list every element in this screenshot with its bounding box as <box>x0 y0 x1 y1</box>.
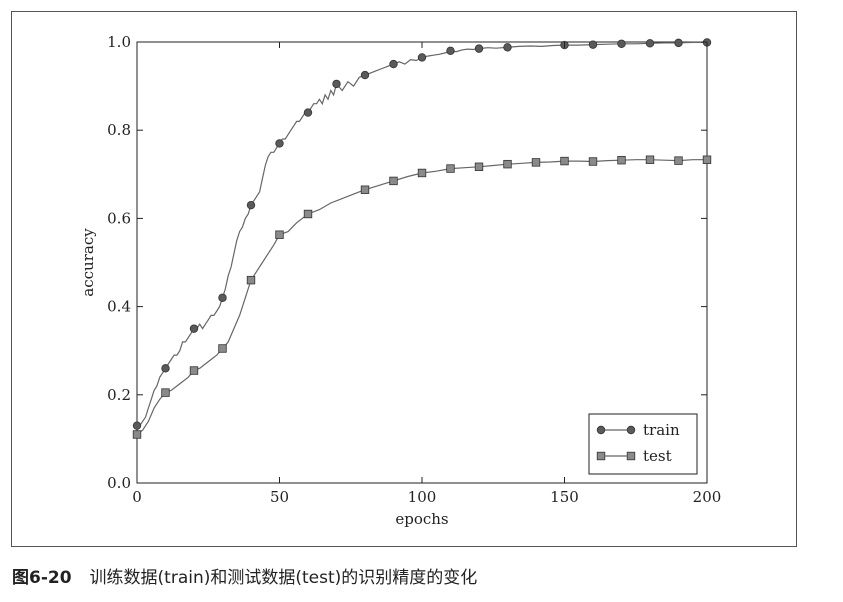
legend-label-train: train <box>643 421 680 439</box>
x-axis-label: epochs <box>395 510 448 528</box>
x-tick-label: 200 <box>693 488 722 506</box>
legend-marker-train <box>626 425 636 435</box>
data-point-test <box>531 158 541 167</box>
legend-label-test: test <box>643 447 672 465</box>
y-tick-label: 0.6 <box>107 209 131 227</box>
y-tick-label: 0.0 <box>107 474 131 492</box>
data-point-test <box>645 155 655 164</box>
data-point-train <box>503 43 512 52</box>
data-point-train <box>332 79 341 89</box>
data-point-train <box>303 108 313 117</box>
y-tick-label: 0.4 <box>107 298 131 316</box>
data-point-test <box>474 162 484 172</box>
x-tick-label: 0 <box>132 488 142 506</box>
x-tick-label: 100 <box>408 488 437 506</box>
y-axis-label: accuracy <box>79 228 97 297</box>
series-line-train <box>137 41 707 427</box>
data-point-test <box>560 156 569 166</box>
data-point-train <box>588 40 598 49</box>
data-point-test <box>503 159 512 169</box>
data-point-train <box>674 38 683 48</box>
legend-marker-test <box>596 451 606 461</box>
data-point-test <box>275 230 284 239</box>
y-tick-label: 1.0 <box>107 33 131 51</box>
data-point-test <box>161 388 170 397</box>
data-point-train <box>389 59 398 69</box>
series-layer <box>132 38 712 439</box>
figure-number: 图6-20 <box>12 568 72 588</box>
data-point-train <box>417 53 427 62</box>
legend-marker-test <box>626 451 636 461</box>
data-point-test <box>389 176 398 186</box>
y-tick-label: 0.8 <box>107 121 131 139</box>
data-point-train <box>189 324 199 333</box>
legend-box <box>588 413 698 475</box>
legend-marker-train <box>596 425 606 435</box>
data-point-train <box>275 139 284 148</box>
x-tick-label: 150 <box>550 488 579 506</box>
data-point-train <box>246 200 256 210</box>
data-point-train <box>132 421 142 430</box>
data-point-train <box>218 293 227 302</box>
legend: train test <box>588 413 698 475</box>
data-point-test <box>702 155 712 164</box>
caption-text: 训练数据(train)和测试数据(test)的识别精度的变化 <box>89 568 478 588</box>
data-point-train <box>617 39 626 48</box>
data-point-test <box>246 275 256 285</box>
x-tick-label: 50 <box>270 488 289 506</box>
accuracy-chart: 0 50 100 150 200 0.0 0.2 0.4 0.6 0.8 1.0 epochs ac… <box>79 33 721 528</box>
axes-layer: 0 50 100 150 200 0.0 0.2 0.4 0.6 0.8 1.0 <box>107 33 721 506</box>
data-point-test <box>674 156 683 165</box>
data-point-train <box>645 39 655 48</box>
data-point-test <box>132 430 142 439</box>
data-point-test <box>218 344 227 353</box>
data-point-test <box>360 185 370 194</box>
data-point-train <box>446 46 455 56</box>
data-point-test <box>588 157 598 166</box>
data-point-test <box>446 164 455 173</box>
figure-frame: 0 50 100 150 200 0.0 0.2 0.4 0.6 0.8 1.0 epochs ac… <box>11 11 797 547</box>
data-point-test <box>417 168 427 178</box>
data-point-train <box>161 364 170 373</box>
data-point-test <box>189 366 199 375</box>
data-point-train <box>360 70 370 80</box>
figure-caption: 图6-20 训练数据(train)和测试数据(test)的识别精度的变化 <box>12 563 477 588</box>
data-point-test <box>617 155 626 165</box>
y-tick-label: 0.2 <box>107 386 131 404</box>
data-point-train <box>474 44 484 53</box>
data-point-test <box>303 209 313 219</box>
